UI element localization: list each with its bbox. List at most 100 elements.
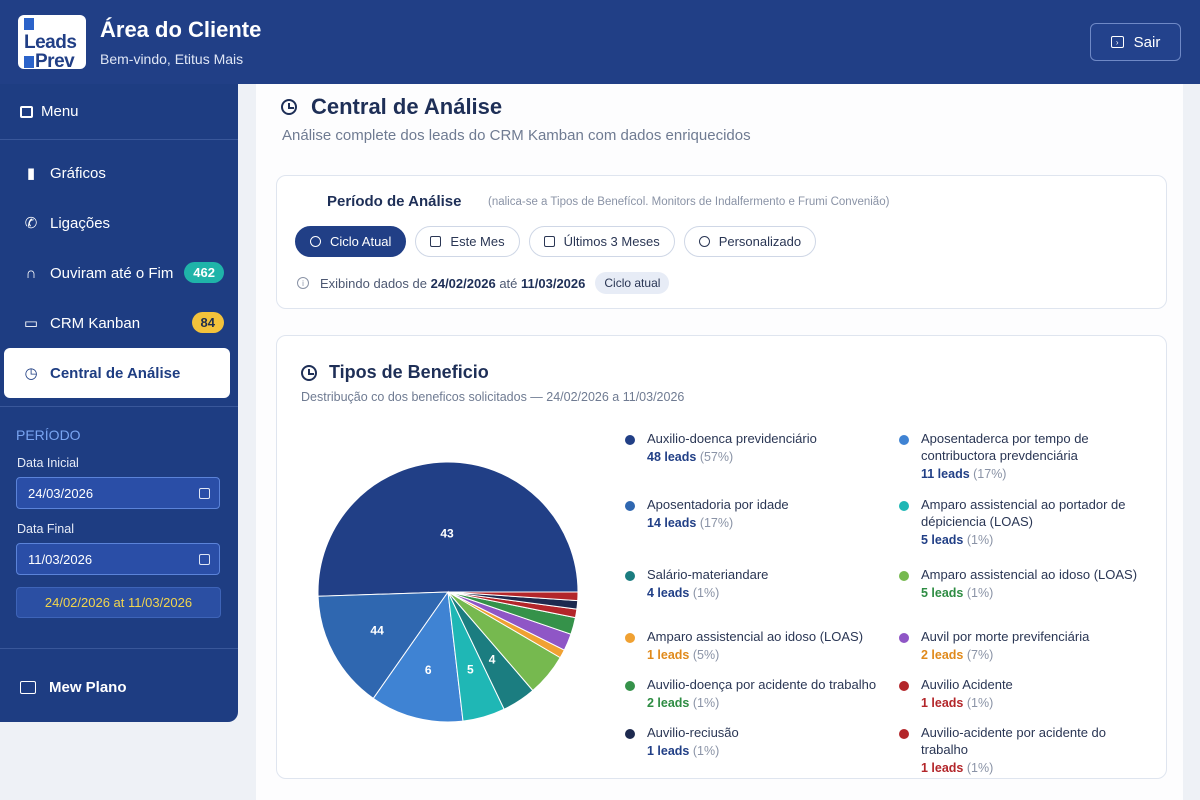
legend-dot (625, 571, 635, 581)
sidebar-item-graficos[interactable]: ▮ Gráficos (0, 148, 238, 198)
period-note: (nalica-se a Tipos de Benefícol. Monitor… (488, 196, 890, 208)
period-title: Período de Análise (327, 193, 462, 210)
page-title: Central de Análise (281, 94, 502, 120)
sidebar-item-ouviram[interactable]: ∩ Ouviram até o Fim 462 (0, 248, 238, 298)
end-date-input[interactable]: 11/03/2026 (16, 543, 220, 575)
app-title: Área do Cliente (100, 17, 262, 42)
pie-slice-label: 5 (467, 662, 474, 676)
clock-icon: ◷ (24, 365, 38, 382)
legend-dot (899, 571, 909, 581)
legend-label: Auvilio-doença por acidente do trabalho (647, 677, 877, 692)
legend-item[interactable]: Amparo assistencial ao portador de dépic… (899, 496, 1149, 547)
legend-item[interactable]: Salário-materiandare 4 leads (1%) (625, 566, 885, 600)
logo-line1: Leads (24, 14, 86, 52)
calendar-icon[interactable] (199, 553, 210, 565)
benefits-title: Tipos de Beneficio (301, 362, 489, 383)
count-badge: 462 (184, 262, 224, 283)
legend-dot (899, 501, 909, 511)
logout-label: Sair (1133, 33, 1161, 51)
pie-slice[interactable] (317, 591, 449, 700)
legend-value: 5 leads (1%) (921, 533, 994, 547)
sidebar-item-crm-kanban[interactable]: ▭ CRM Kanban 84 (0, 298, 238, 348)
legend-dot (899, 729, 909, 739)
legend-item[interactable]: Auvil por morte previfenciária 2 leads (7… (899, 628, 1149, 662)
pill-personalizado[interactable]: Personalizado (683, 226, 817, 257)
benefits-pie-chart[interactable]: 43 44 6 5 4 (317, 458, 579, 726)
legend-value: 1 leads (5%) (647, 648, 720, 662)
legend-value: 4 leads (1%) (647, 586, 720, 600)
pill-ultimos-3-meses[interactable]: Últimos 3 Meses (528, 226, 675, 257)
card-icon (20, 681, 36, 694)
calendar-icon[interactable] (199, 487, 210, 499)
legend-dot (899, 681, 909, 691)
cycle-chip: Ciclo atual (595, 272, 670, 294)
menu-icon (20, 105, 33, 118)
legend-item[interactable]: Auxilio-doenca previdenciário 48 leads (5… (625, 430, 885, 464)
legend-dot (625, 501, 635, 511)
legend-item[interactable]: Aposentadoria por idade 14 leads (17%) (625, 496, 885, 530)
sidebar: Menu ▮ Gráficos ✆ Ligações ∩ Ouviram até… (0, 84, 238, 722)
period-section-title: PERÍODO (16, 427, 81, 443)
sidebar-item-label: Ligações (50, 214, 111, 232)
legend-item[interactable]: Auvilio-reciusão 1 leads (1%) (625, 724, 885, 758)
pill-ciclo-atual[interactable]: Ciclo Atual (295, 226, 407, 257)
legend-label: Auvil por morte previfenciária (921, 629, 1090, 644)
leadsprev-logo[interactable]: Leads Prev (18, 14, 86, 71)
legend-label: Auxilio-doenca previdenciário (647, 431, 817, 446)
pie-slice[interactable] (317, 461, 579, 597)
calendar-icon (543, 236, 555, 247)
sidebar-item-label: Ouviram até o Fim (50, 264, 174, 282)
sidebar-item-ligacoes[interactable]: ✆ Ligações (0, 198, 238, 248)
pie-slice-label: 43 (440, 527, 454, 541)
legend-item[interactable]: Auvilio-acidente por acidente do trabalh… (899, 724, 1149, 775)
pill-este-mes[interactable]: Este Mes (415, 226, 520, 257)
welcome-text: Bem-vindo, Etitus Mais (100, 51, 244, 67)
legend-label: Auvilio-reciusão (647, 725, 739, 740)
legend-value: 11 leads (17%) (921, 467, 1007, 481)
end-date-value: 11/03/2026 (28, 551, 93, 567)
legend-label: Salário-materiandare (647, 567, 769, 582)
start-date-input[interactable]: 24/03/2026 (16, 477, 220, 509)
legend-dot (625, 681, 635, 691)
showing-range: i Exibindo dados de 24/02/2026 até 11/03… (297, 272, 670, 294)
start-date-value: 24/03/2026 (28, 485, 94, 501)
menu-label: Menu (41, 103, 79, 120)
legend-value: 14 leads (17%) (647, 516, 734, 530)
legend-value: 1 leads (1%) (921, 761, 994, 775)
legend-dot (625, 729, 635, 739)
benefits-card: Tipos de Beneficio Destribução co dos be… (276, 335, 1167, 779)
count-badge: 84 (191, 312, 224, 333)
legend-value: 1 leads (1%) (921, 696, 994, 710)
sidebar-item-central-analise[interactable]: ◷ Central de Análise (4, 348, 230, 398)
logout-icon: › (1110, 36, 1124, 48)
legend-item[interactable]: Amparo assistencial ao idoso (LOAS) 1 lea… (625, 628, 885, 662)
pie-slice[interactable] (372, 590, 464, 723)
legend-item[interactable]: Auvilio-doença por acidente do trabalho 2… (625, 676, 885, 710)
pie-slice[interactable] (447, 591, 579, 602)
logo-line2: Prev (24, 52, 86, 71)
legend-label: Amparo assistencial ao idoso (LOAS) (647, 629, 864, 644)
menu-header[interactable]: Menu (0, 84, 238, 140)
legend-dot (899, 435, 909, 445)
legend-label: Auvilio Acidente (921, 677, 1013, 692)
phone-icon: ✆ (24, 215, 38, 232)
legend-dot (625, 633, 635, 643)
legend-label: Amparo assistencial ao portador de dépic… (921, 497, 1126, 529)
bar-chart-icon: ▮ (26, 165, 36, 182)
legend-item[interactable]: Auvilio Acidente 1 leads (1%) (899, 676, 1149, 710)
legend-value: 48 leads (57%) (647, 450, 734, 464)
legend-label: Amparo assistencial ao idoso (LOAS) (921, 567, 1138, 582)
logout-button[interactable]: › Sair (1090, 23, 1181, 61)
end-date-label: Data Final (17, 522, 74, 536)
pie-slice-label: 4 (489, 652, 496, 666)
start-date-label: Data Inicial (17, 456, 79, 470)
legend-label: Auvilio-acidente por acidente do trabalh… (921, 725, 1107, 757)
calendar-icon (430, 236, 442, 247)
legend-item[interactable]: Aposentaderca por tempo de contribuctora… (899, 430, 1149, 481)
plan-button[interactable]: Mew Plano (0, 648, 238, 696)
legend-label: Aposentaderca por tempo de contribuctora… (921, 431, 1089, 463)
legend-item[interactable]: Amparo assistencial ao idoso (LOAS) 5 lea… (899, 566, 1149, 600)
refresh-icon (310, 236, 321, 247)
legend-value: 2 leads (1%) (647, 696, 720, 710)
legend-dot (899, 633, 909, 643)
